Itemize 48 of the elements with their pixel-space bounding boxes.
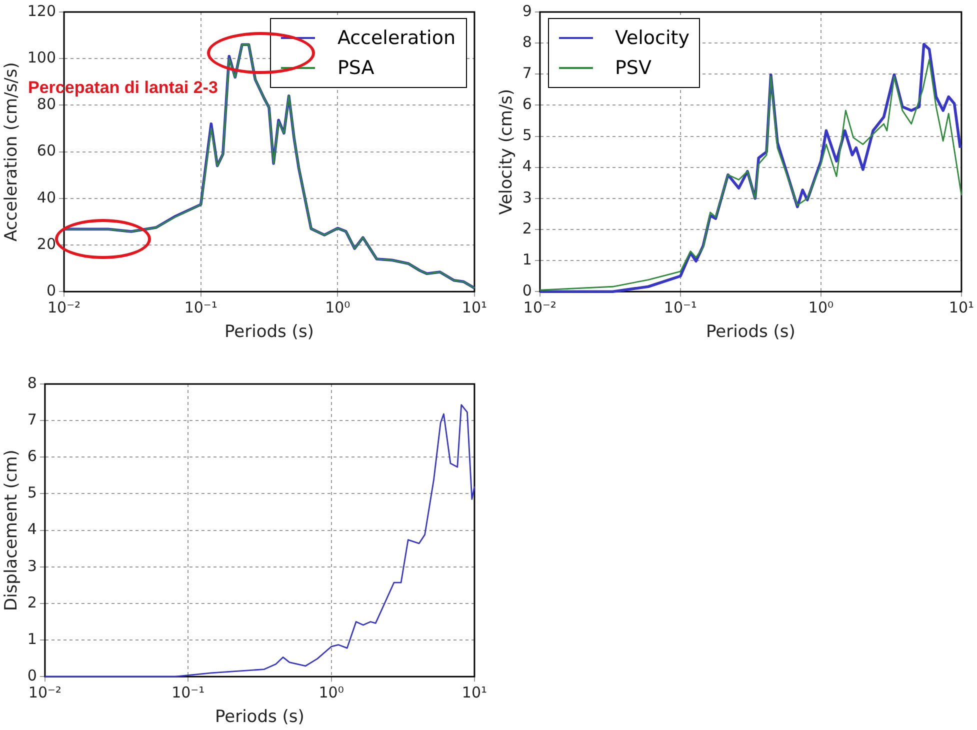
y-tick-label: 0	[522, 281, 532, 300]
x-tick-label: 10⁻¹	[172, 683, 205, 702]
x-tick-label: 10⁰	[318, 683, 344, 702]
y-tick-label: 120	[27, 2, 56, 20]
x-axis-title: Periods (s)	[706, 322, 796, 342]
y-tick-label: 4	[522, 157, 532, 176]
x-tick-label: 10⁰	[325, 298, 350, 316]
y-tick-label: 40	[36, 188, 56, 206]
x-tick-label: 10⁻²	[48, 298, 81, 316]
y-tick-label: 4	[27, 520, 37, 538]
y-axis-title: Velocity (cm/s)	[496, 88, 517, 215]
y-tick-label: 3	[27, 556, 37, 575]
y-tick-label: 3	[522, 188, 532, 206]
y-tick-label: 1	[27, 630, 37, 648]
x-tick-label: 10¹	[462, 683, 488, 702]
x-axis-title: Periods (s)	[224, 322, 314, 342]
x-tick-label: 10¹	[948, 298, 974, 316]
y-tick-label: 2	[27, 593, 37, 612]
x-tick-label: 10⁻²	[523, 298, 556, 316]
y-tick-label: 0	[27, 666, 37, 684]
y-tick-label: 8	[522, 32, 532, 51]
x-tick-label: 10⁻¹	[664, 298, 697, 316]
x-tick-label: 10⁰	[808, 298, 834, 316]
x-tick-label: 10¹	[462, 298, 488, 316]
y-tick-label: 8	[27, 374, 37, 392]
y-tick-label: 80	[36, 95, 56, 114]
y-tick-label: 0	[46, 281, 56, 300]
y-tick-label: 2	[522, 219, 532, 238]
y-axis-title: Acceleration (cm/s/s)	[2, 62, 22, 242]
y-tick-label: 7	[522, 64, 532, 82]
y-axis-title: Displacement (cm)	[2, 450, 22, 612]
y-tick-label: 6	[522, 95, 532, 114]
legend-label: PSV	[614, 57, 652, 79]
y-tick-label: 5	[27, 484, 37, 502]
x-tick-label: 10⁻¹	[184, 298, 218, 316]
legend-label: PSA	[337, 57, 374, 79]
y-tick-label: 1	[522, 250, 532, 268]
y-tick-label: 6	[27, 447, 37, 466]
y-tick-label: 5	[522, 126, 532, 144]
x-tick-label: 10⁻²	[28, 683, 62, 702]
legend-label: Velocity	[614, 27, 690, 49]
y-tick-label: 60	[36, 142, 56, 160]
y-tick-label: 100	[27, 48, 56, 66]
y-tick-label: 9	[522, 2, 532, 20]
y-tick-label: 7	[27, 410, 37, 428]
x-axis-title: Periods (s)	[214, 707, 304, 728]
legend-label: Acceleration	[337, 27, 456, 49]
y-tick-label: 20	[36, 234, 56, 253]
